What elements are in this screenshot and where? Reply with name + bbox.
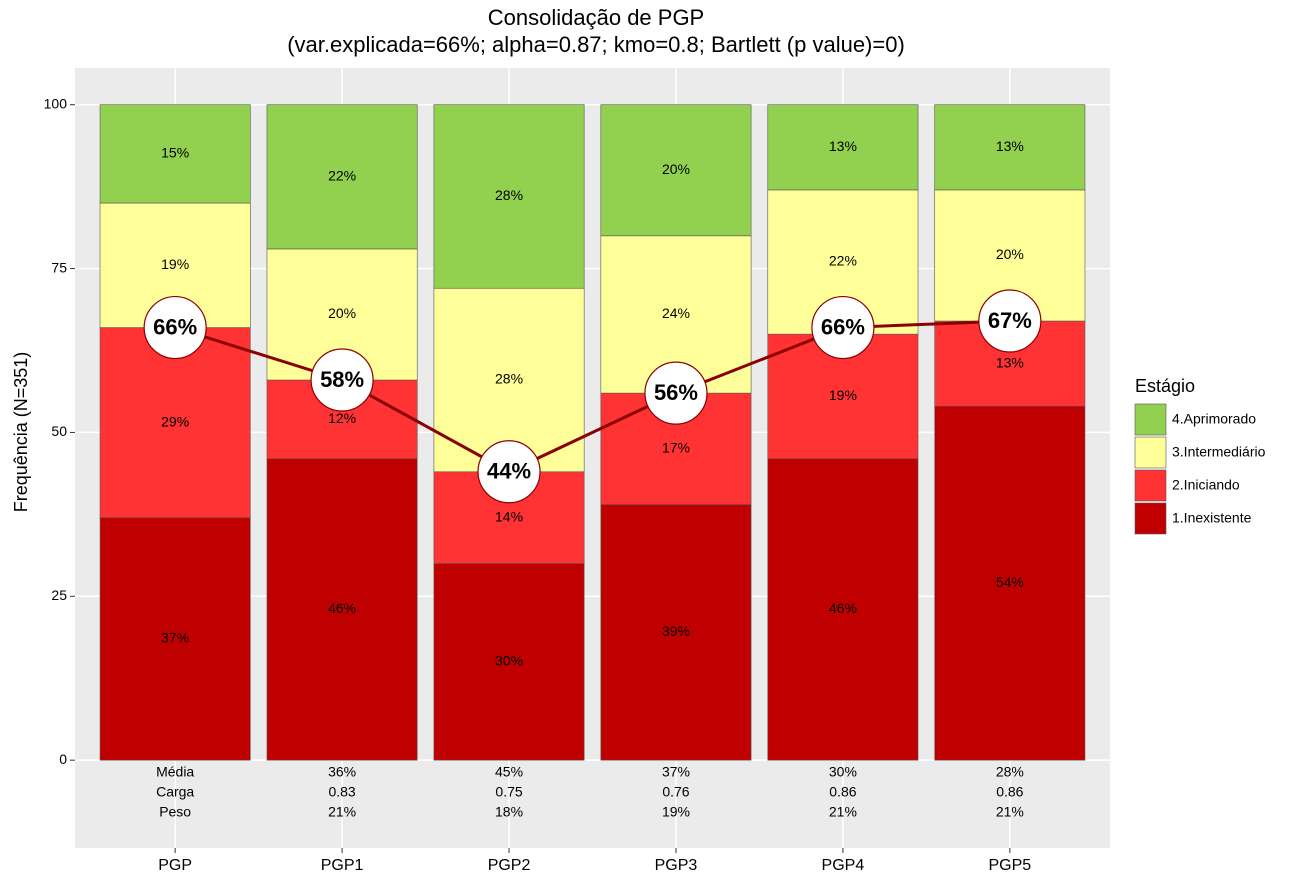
line-marker	[978, 289, 1042, 353]
data-label: 17%	[662, 440, 690, 456]
y-tick-label: 50	[51, 423, 67, 439]
data-label: 24%	[662, 305, 690, 321]
data-label: 30%	[495, 653, 523, 669]
table-cell: 21%	[829, 804, 857, 820]
line-label: 66%	[821, 314, 865, 339]
x-tick-label: PGP	[158, 857, 192, 874]
table-cell: 28%	[996, 764, 1024, 780]
data-label: 29%	[161, 413, 189, 429]
x-tick-label: PGP2	[488, 857, 531, 874]
table-cell: 18%	[495, 804, 523, 820]
line-label: 44%	[487, 459, 531, 484]
data-label: 13%	[996, 138, 1024, 154]
line-label: 58%	[320, 367, 364, 392]
data-label: 22%	[829, 253, 857, 269]
x-tick-label: PGP5	[988, 857, 1031, 874]
bar-segment	[767, 104, 919, 191]
bar-segment	[934, 189, 1086, 322]
table-cell: 0.86	[829, 784, 856, 800]
chart-subtitle: (var.explicada=66%; alpha=0.87; kmo=0.8;…	[287, 32, 905, 57]
y-tick-label: 100	[44, 95, 68, 111]
line-label: 56%	[654, 380, 698, 405]
bar-segment	[99, 517, 251, 761]
data-label: 20%	[662, 161, 690, 177]
bar-segment	[433, 104, 585, 289]
bar-segment	[767, 458, 919, 761]
table-cell: 0.86	[996, 784, 1023, 800]
table-cell: 21%	[996, 804, 1024, 820]
line-marker	[477, 440, 541, 504]
data-label: 14%	[495, 508, 523, 524]
data-label: 46%	[829, 600, 857, 616]
x-tick-label: PGP4	[822, 857, 865, 874]
legend-label: 2.Iniciando	[1172, 477, 1240, 493]
bar-segment	[99, 104, 251, 204]
table-cell: 45%	[495, 764, 523, 780]
legend-title: Estágio	[1135, 376, 1195, 396]
data-label: 54%	[996, 574, 1024, 590]
data-label: 37%	[161, 630, 189, 646]
legend-swatch	[1134, 436, 1167, 469]
bar-segment	[266, 104, 418, 250]
data-label: 12%	[328, 410, 356, 426]
table-cell: 30%	[829, 764, 857, 780]
legend-label: 3.Intermediário	[1172, 444, 1266, 460]
y-axis-label: Frequência (N=351)	[11, 352, 31, 513]
bar-segment	[600, 104, 752, 237]
data-label: 28%	[495, 371, 523, 387]
table-cell: 21%	[328, 804, 356, 820]
data-label: 20%	[996, 246, 1024, 262]
line-label: 66%	[153, 314, 197, 339]
data-label: 22%	[328, 168, 356, 184]
legend-swatch	[1134, 469, 1167, 502]
chart-title: Consolidação de PGP	[488, 5, 704, 30]
data-label: 15%	[161, 145, 189, 161]
x-tick-label: PGP3	[655, 857, 698, 874]
table-cell: 36%	[328, 764, 356, 780]
legend-swatch	[1134, 403, 1167, 436]
legend-label: 4.Aprimorado	[1172, 411, 1256, 427]
data-label: 28%	[495, 187, 523, 203]
table-cell: 19%	[662, 804, 690, 820]
legend-swatch	[1134, 502, 1167, 535]
table-cell: 37%	[662, 764, 690, 780]
y-tick-label: 0	[59, 751, 67, 767]
bar-segment	[433, 563, 585, 761]
bar-segment	[600, 504, 752, 761]
table-cell: Média	[156, 764, 194, 780]
bar-segment	[934, 405, 1086, 761]
y-tick-label: 25	[51, 587, 67, 603]
x-tick-label: PGP1	[321, 857, 364, 874]
bar-segment	[99, 327, 251, 518]
data-label: 19%	[161, 256, 189, 272]
table-cell: 0.83	[328, 784, 355, 800]
line-marker	[310, 348, 374, 412]
legend-label: 1.Inexistente	[1172, 510, 1252, 526]
data-label: 39%	[662, 623, 690, 639]
line-marker	[644, 361, 708, 425]
bar-segment	[934, 104, 1086, 191]
bar-segment	[266, 458, 418, 761]
table-cell: 0.76	[662, 784, 689, 800]
line-marker	[811, 295, 875, 360]
y-tick-label: 75	[51, 259, 67, 275]
table-cell: Carga	[156, 784, 194, 800]
data-label: 19%	[829, 387, 857, 403]
data-label: 20%	[328, 305, 356, 321]
line-label: 67%	[988, 308, 1032, 333]
data-label: 46%	[328, 600, 356, 616]
table-cell: Peso	[159, 804, 191, 820]
data-label: 13%	[996, 354, 1024, 370]
line-marker	[143, 295, 207, 360]
table-cell: 0.75	[495, 784, 522, 800]
data-label: 13%	[829, 138, 857, 154]
